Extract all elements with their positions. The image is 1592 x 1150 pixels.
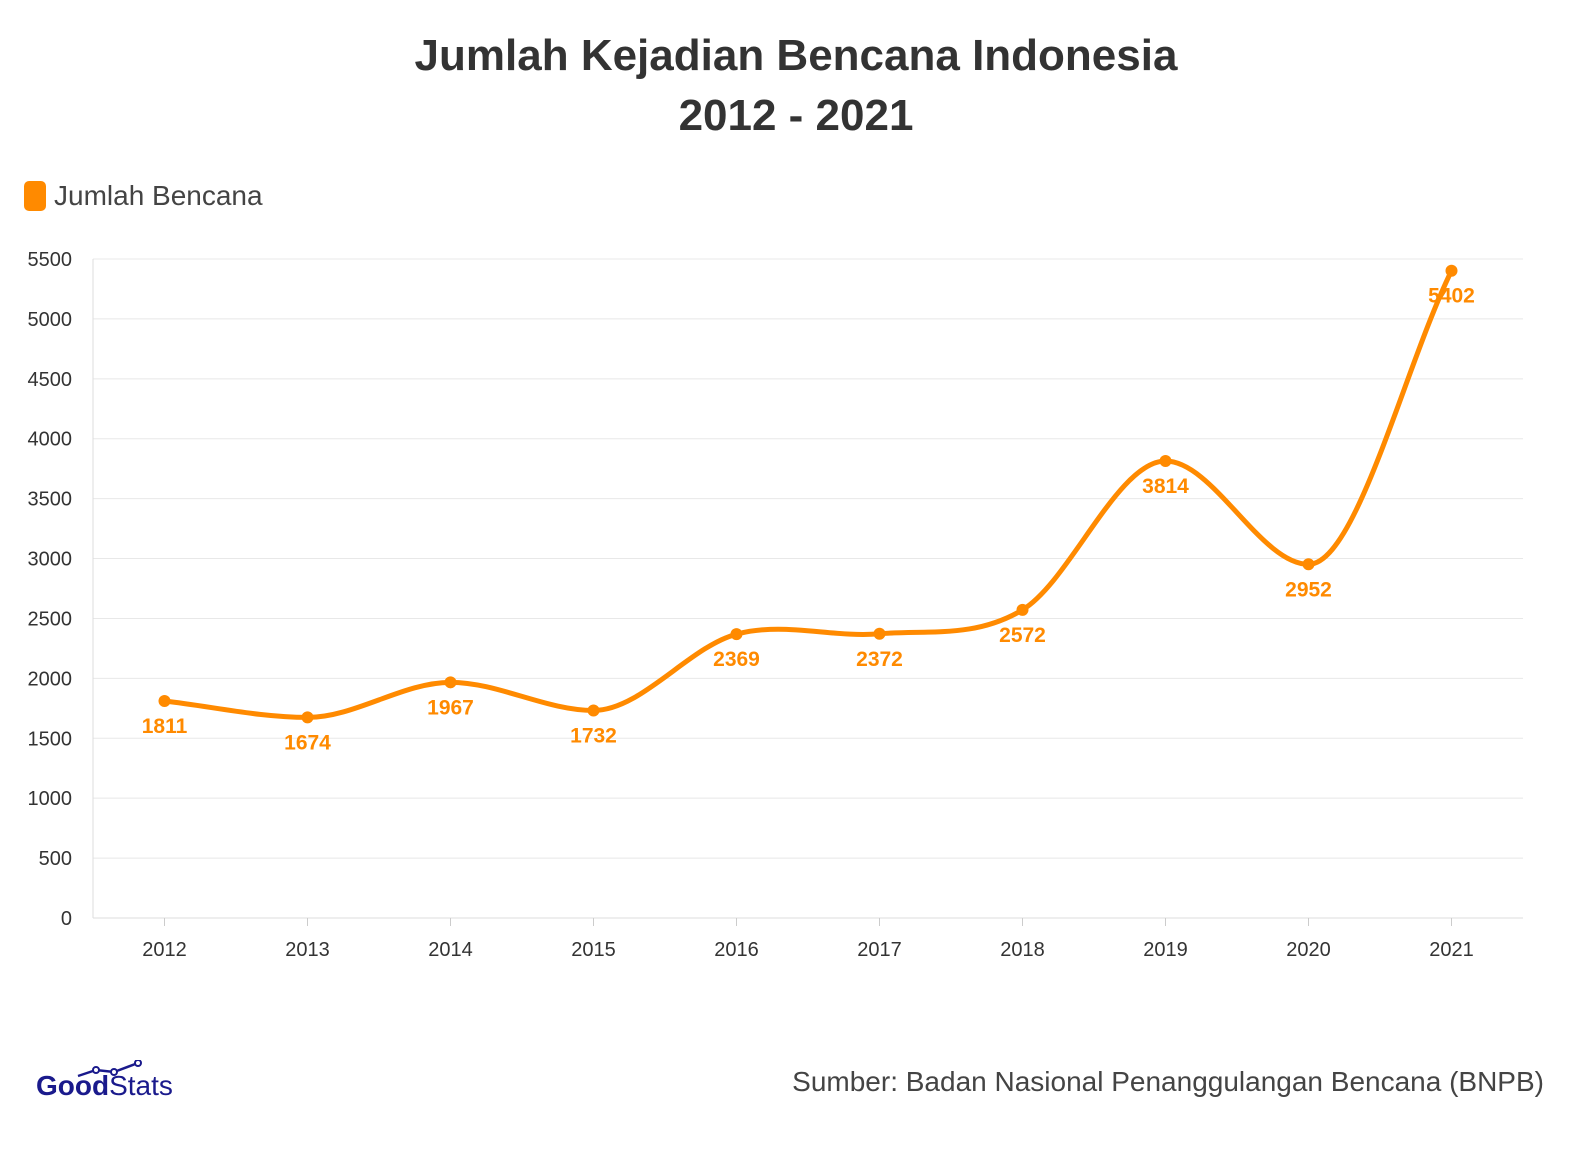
y-tick-label: 3500 — [28, 489, 73, 511]
data-point — [1445, 264, 1458, 277]
x-tick-label: 2016 — [714, 939, 759, 961]
data-point — [444, 676, 457, 689]
data-label: 5402 — [1428, 285, 1475, 308]
y-tick-label: 1000 — [28, 788, 73, 810]
data-label: 1967 — [427, 696, 474, 719]
legend-label: Jumlah Bencana — [54, 180, 263, 211]
chart-title-line2: 2012 - 2021 — [678, 91, 914, 140]
y-tick-label: 4500 — [28, 369, 73, 391]
y-tick-label: 500 — [39, 848, 72, 870]
y-tick-label: 5500 — [28, 249, 73, 271]
y-tick-label: 2500 — [28, 608, 73, 630]
data-point — [1302, 558, 1315, 571]
data-point — [1159, 455, 1172, 468]
x-tick-label: 2014 — [428, 939, 473, 961]
data-label: 2372 — [856, 648, 903, 671]
source-note: Sumber: Badan Nasional Penanggulangan Be… — [792, 1066, 1544, 1097]
data-point — [1016, 603, 1029, 616]
y-tick-label: 0 — [61, 908, 72, 930]
data-label: 2572 — [999, 624, 1046, 647]
data-label: 1811 — [142, 715, 188, 738]
logo-light: Stats — [109, 1070, 173, 1101]
legend-swatch — [24, 181, 46, 211]
y-tick-label: 4000 — [28, 429, 73, 451]
x-tick-label: 2021 — [1429, 939, 1474, 961]
data-label: 1674 — [284, 731, 331, 754]
x-tick-label: 2015 — [571, 939, 616, 961]
logo-chart-icon — [77, 1060, 142, 1078]
y-tick-label: 5000 — [28, 309, 73, 331]
series-line — [164, 269, 1454, 720]
x-tick-label: 2019 — [1143, 939, 1188, 961]
data-point — [730, 628, 743, 641]
data-label: 1732 — [570, 724, 617, 747]
data-point — [158, 695, 171, 708]
y-tick-label: 2000 — [28, 668, 73, 690]
data-point — [873, 627, 886, 640]
data-label: 2369 — [713, 648, 760, 671]
x-tick-label: 2020 — [1286, 939, 1331, 961]
legend[interactable]: Jumlah Bencana — [24, 180, 263, 212]
x-tick-label: 2012 — [142, 939, 187, 961]
y-tick-label: 3000 — [28, 549, 73, 571]
data-point — [587, 704, 600, 717]
data-label: 3814 — [1142, 475, 1189, 498]
x-tick-label: 2017 — [857, 939, 902, 961]
x-tick-label: 2013 — [285, 939, 330, 961]
logo-bold: Good — [36, 1070, 110, 1101]
data-label: 2952 — [1285, 578, 1332, 601]
y-tick-label: 1500 — [28, 728, 73, 750]
x-tick-label: 2018 — [1000, 939, 1045, 961]
data-point — [301, 711, 314, 724]
chart-title-line1: Jumlah Kejadian Bencana Indonesia — [414, 31, 1178, 80]
